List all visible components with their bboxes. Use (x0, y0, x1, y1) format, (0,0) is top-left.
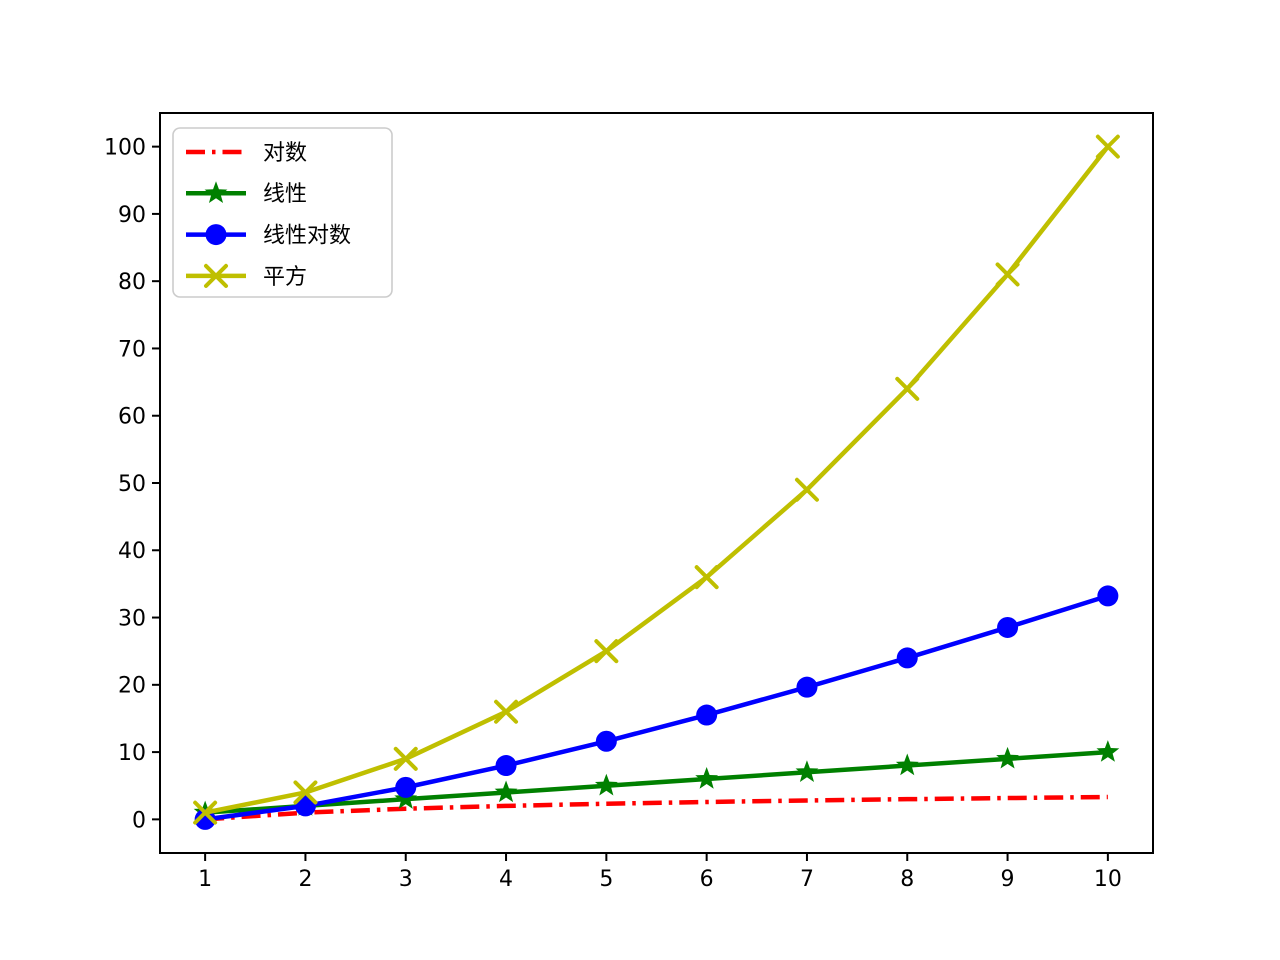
x-tick-label: 3 (399, 867, 413, 892)
series-marker-3 (694, 565, 719, 590)
x-tick-label: 1 (198, 867, 212, 892)
series-marker-3 (494, 699, 519, 724)
legend-entry-2: 线性对数 (186, 224, 351, 249)
x-tick-label: 8 (900, 867, 914, 892)
y-tick-label: 0 (132, 808, 146, 833)
legend-entry-1: 线性 (186, 181, 307, 207)
legend-entry-3: 平方 (186, 263, 307, 290)
series-marker-2 (796, 676, 818, 698)
legend-marker-sample (204, 181, 228, 204)
y-tick-label: 30 (118, 606, 146, 631)
series-line-3 (204, 145, 1110, 815)
series-marker-2 (194, 808, 216, 830)
y-tick-label: 60 (118, 405, 146, 430)
legend-marker-sample (205, 224, 227, 246)
series-line-0 (204, 794, 1108, 822)
legend-label: 对数 (263, 141, 307, 166)
series-marker-2 (997, 616, 1019, 638)
x-tick-label: 5 (599, 867, 613, 892)
y-tick-label: 50 (118, 472, 146, 497)
plot-frame (159, 112, 1154, 854)
series-marker-1 (795, 760, 819, 782)
series-marker-3 (995, 262, 1020, 287)
y-tick-label: 70 (118, 337, 146, 362)
y-tick-label: 40 (118, 539, 146, 564)
series-2 (194, 585, 1119, 830)
series-marker-3 (393, 746, 418, 771)
x-tick-label: 10 (1094, 867, 1122, 892)
series-marker-1 (695, 767, 719, 789)
y-tick-label: 90 (118, 203, 146, 228)
series-marker-3 (594, 639, 619, 664)
series-marker-3 (193, 800, 218, 825)
series-0 (204, 794, 1108, 822)
x-tick-label: 7 (800, 867, 814, 892)
series-line-1 (204, 749, 1109, 815)
x-tick-label: 9 (1001, 867, 1015, 892)
series-marker-2 (595, 730, 617, 752)
legend-entry-0: 对数 (186, 141, 307, 166)
legend-marker-sample (204, 263, 228, 288)
y-tick-label: 10 (118, 741, 146, 766)
series-marker-2 (395, 776, 417, 798)
y-tick-label: 100 (104, 136, 146, 161)
y-tick-label: 20 (118, 674, 146, 699)
series-marker-2 (696, 704, 718, 726)
legend-label: 平方 (263, 265, 307, 290)
legend-label: 线性对数 (263, 224, 351, 249)
series-marker-2 (1097, 585, 1119, 607)
series-marker-2 (495, 755, 517, 777)
x-tick-label: 6 (700, 867, 714, 892)
series-marker-2 (896, 647, 918, 669)
x-tick-label: 2 (298, 867, 312, 892)
series-marker-3 (794, 477, 819, 502)
legend-label: 线性 (263, 182, 307, 207)
series-marker-1 (1096, 740, 1120, 762)
series-marker-1 (895, 753, 919, 776)
series-marker-3 (293, 780, 318, 805)
x-tick-label: 4 (499, 867, 513, 892)
series-marker-3 (895, 376, 920, 401)
series-line-2 (204, 593, 1109, 822)
legend-frame (172, 127, 393, 298)
series-marker-2 (294, 795, 316, 817)
series-marker-1 (394, 787, 418, 809)
series-marker-1 (594, 773, 618, 796)
series-3 (193, 134, 1120, 825)
y-tick-label: 80 (118, 270, 146, 295)
series-marker-1 (996, 746, 1019, 769)
series-marker-3 (1095, 134, 1120, 159)
series-marker-1 (494, 780, 518, 803)
